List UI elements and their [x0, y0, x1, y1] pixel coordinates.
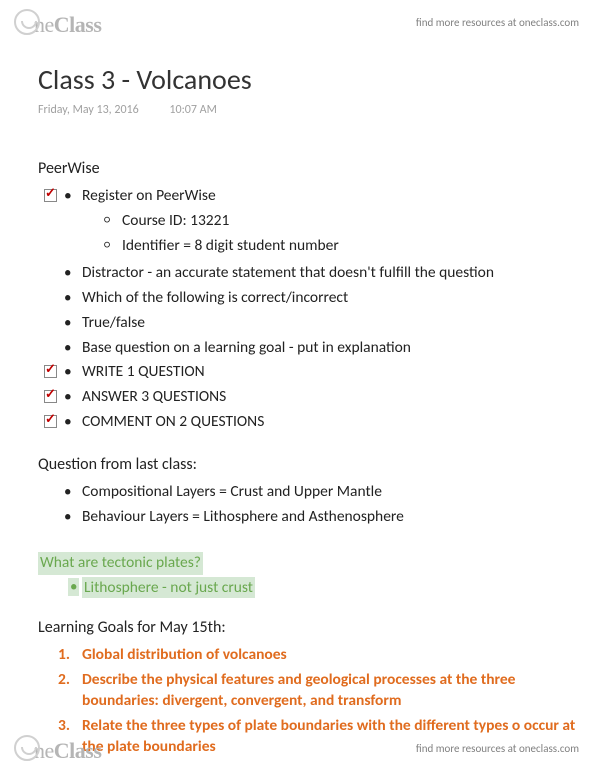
list-item: •ANSWER 3 QUESTIONS — [38, 385, 595, 410]
footer-resources-link[interactable]: find more resources at oneclass.com — [416, 742, 579, 755]
sub-list: Course ID: 13221 Identifier = 8 digit st… — [82, 209, 595, 259]
highlight-question: What are tectonic plates? — [38, 552, 203, 575]
list-item: •COMMENT ON 2 QUESTIONS — [38, 410, 595, 435]
list-item: Distractor - an accurate statement that … — [38, 261, 595, 286]
peerwise-list: • Register on PeerWise Course ID: 13221 … — [38, 184, 595, 435]
list-item: Course ID: 13221 — [82, 209, 595, 234]
meta-time: 10:07 AM — [169, 103, 216, 117]
list-item: Behaviour Layers = Lithosphere and Asthe… — [38, 505, 595, 530]
logo-icon — [14, 735, 40, 761]
item-text: ANSWER 3 QUESTIONS — [82, 387, 226, 406]
lastclass-heading: Question from last class: — [38, 455, 595, 474]
item-text: WRITE 1 QUESTION — [82, 362, 205, 381]
logo-text-class: Class — [54, 12, 102, 38]
goal-text: Describe the physical features and geolo… — [82, 670, 516, 710]
list-item: 1.Global distribution of volcanoes — [38, 643, 595, 668]
highlight-block: What are tectonic plates? Lithosphere - … — [38, 552, 595, 598]
list-item: Identifier = 8 digit student number — [82, 234, 595, 259]
meta-date: Friday, May 13, 2016 — [38, 103, 139, 117]
list-item: True/false — [38, 311, 595, 336]
list-item: Which of the following is correct/incorr… — [38, 286, 595, 311]
item-text: Register on PeerWise — [82, 186, 216, 205]
peerwise-heading: PeerWise — [38, 159, 595, 178]
goal-text: Global distribution of volcanoes — [82, 645, 287, 664]
page-header: ne Class find more resources at oneclass… — [0, 0, 595, 44]
list-item: • Register on PeerWise Course ID: 13221 … — [38, 184, 595, 261]
page-footer: ne Class find more resources at oneclass… — [0, 726, 595, 770]
logo-text-class: Class — [54, 738, 102, 764]
page-meta: Friday, May 13, 2016 10:07 AM — [38, 103, 595, 117]
list-item: •WRITE 1 QUESTION — [38, 360, 595, 385]
header-resources-link[interactable]: find more resources at oneclass.com — [416, 16, 579, 29]
document-body: Class 3 - Volcanoes Friday, May 13, 2016… — [0, 44, 595, 760]
goals-heading: Learning Goals for May 15th: — [38, 618, 595, 637]
list-item: Base question on a learning goal - put i… — [38, 336, 595, 361]
list-item: 2.Describe the physical features and geo… — [38, 668, 595, 714]
logo-icon — [14, 9, 40, 35]
highlight-answer-row: Lithosphere - not just crust — [38, 577, 595, 598]
lastclass-list: Compositional Layers = Crust and Upper M… — [38, 480, 595, 530]
item-text: COMMENT ON 2 QUESTIONS — [82, 412, 264, 431]
brand-logo: ne Class — [14, 732, 101, 764]
brand-logo: ne Class — [14, 6, 101, 38]
list-item: Compositional Layers = Crust and Upper M… — [38, 480, 595, 505]
page-title: Class 3 - Volcanoes — [38, 62, 595, 97]
highlight-answer: Lithosphere - not just crust — [82, 577, 255, 598]
